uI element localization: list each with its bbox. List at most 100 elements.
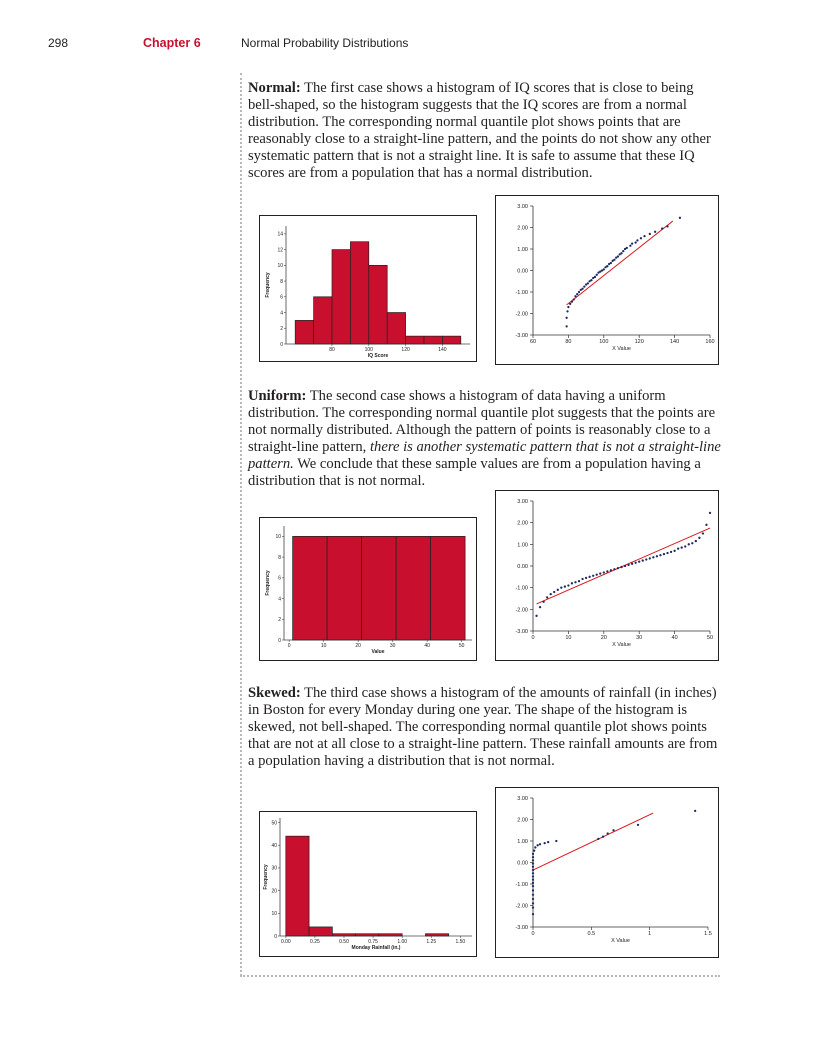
data-point [666,225,669,228]
data-point [566,310,569,313]
y-tick-label: 12 [277,247,283,253]
histogram-bar [405,335,425,345]
data-point [676,547,680,550]
data-point [616,255,620,258]
y-tick-label: 50 [271,820,277,826]
data-point [565,316,568,319]
figure-quantile-uniform: 3.00 2.00 1.00 0.00 -1.00 -2.00 -3.00 0 10 20 30 40… [495,490,719,661]
data-point [531,875,535,878]
y-tick-label: 0 [278,638,281,644]
data-point [531,906,535,909]
data-point [648,557,651,560]
y-tick-label: 2.00 [517,521,528,527]
chart-histogram-skewed: 0 10 20 30 40 50 0.00 0.25 0.50 0.75 1.00 1.25 1.50 M… [263,818,472,951]
chapter-label: Chapter 6 [143,36,201,50]
data-point [597,837,600,840]
data-point [607,262,611,266]
chapter-title: Normal Probability Distributions [241,36,409,50]
data-point [627,563,630,567]
data-point [652,556,655,559]
data-point [678,216,682,219]
y-axis-label: Frequency [265,272,271,298]
x-tick-label: 100 [599,339,608,345]
data-point [555,839,558,843]
data-point [570,300,574,303]
data-point [577,580,581,583]
data-point [531,872,535,875]
figure-histogram-normal: 0 2 4 6 8 10 12 14 80 100 120 140 IQ Score Frequency [259,215,477,362]
data-point [600,269,604,272]
data-point [666,551,669,555]
data-point [641,559,644,562]
data-point [694,809,697,813]
x-tick-label: 0.00 [281,939,291,945]
y-tick-label: -1.00 [515,290,528,296]
data-point [595,273,598,276]
x-tick-label: 0 [288,643,291,649]
y-tick-label: 8 [278,555,281,561]
figure-quantile-skewed: 3.00 2.00 1.00 0.00 -1.00 -2.00 -3.00 0 0.5 1 1.5 X… [495,787,719,958]
y-tick-label: 4 [278,596,281,602]
x-tick-label: 50 [459,643,465,649]
y-tick-label: 1.00 [517,839,528,845]
fit-line [566,220,674,306]
data-point [531,855,535,859]
data-point [590,279,593,282]
data-point [595,573,598,576]
y-tick-label: 10 [277,263,283,269]
data-point [576,293,579,296]
data-point [543,842,546,845]
x-tick-label: 0.50 [339,939,349,945]
data-point [623,247,627,251]
x-tick-label: 140 [438,347,447,353]
chart-quantile-uniform: 3.00 2.00 1.00 0.00 -1.00 -2.00 -3.000 10 20 30 40… [515,499,713,648]
y-tick-label: -1.00 [515,882,528,888]
y-tick-label: 0.00 [517,564,528,570]
data-point [648,232,651,236]
data-point [531,893,535,896]
data-point [588,280,591,283]
histogram-bar [350,241,370,345]
y-tick-label: 1.00 [517,247,528,253]
data-point [586,282,590,285]
y-tick-label: 3.00 [517,499,528,505]
data-point [606,265,609,268]
x-tick-label: 1.5 [704,931,712,937]
chart-histogram-uniform: 0 2 4 6 8 10 0 10 20 30 40 50 Value Frequency [265,526,472,655]
x-tick-label: 60 [530,339,536,345]
data-point [531,865,535,868]
page-number: 298 [48,36,69,50]
data-point [531,868,535,872]
y-tick-label: -1.00 [515,586,528,592]
data-point [534,846,537,849]
x-tick-label: 1.50 [455,939,465,945]
x-tick-label: 80 [329,347,335,353]
y-tick-label: 4 [280,310,283,316]
y-tick-label: 3.00 [517,796,528,802]
uniform-lead: Uniform: [248,388,307,404]
histogram-bar [285,835,310,937]
data-point [615,256,618,259]
y-tick-label: 1.00 [517,542,528,548]
data-point [625,246,628,250]
x-tick-label: 0 [531,635,534,641]
data-point [581,577,584,581]
data-point [535,614,538,617]
data-point [542,600,545,603]
data-point [572,298,575,301]
data-point [622,250,625,253]
x-tick-label: 50 [707,635,713,641]
x-axis-label: IQ Score [368,353,389,359]
data-point [629,244,632,247]
y-tick-label: 14 [277,232,283,238]
data-point [684,545,687,548]
data-point [662,552,666,556]
histogram-bar [332,933,356,937]
data-point [636,823,640,827]
data-point [567,305,570,309]
x-tick-label: 120 [635,339,644,345]
x-tick-label: 40 [672,635,678,641]
x-tick-label: 0.5 [588,931,596,937]
data-point [536,844,539,847]
x-tick-label: 30 [636,635,642,641]
